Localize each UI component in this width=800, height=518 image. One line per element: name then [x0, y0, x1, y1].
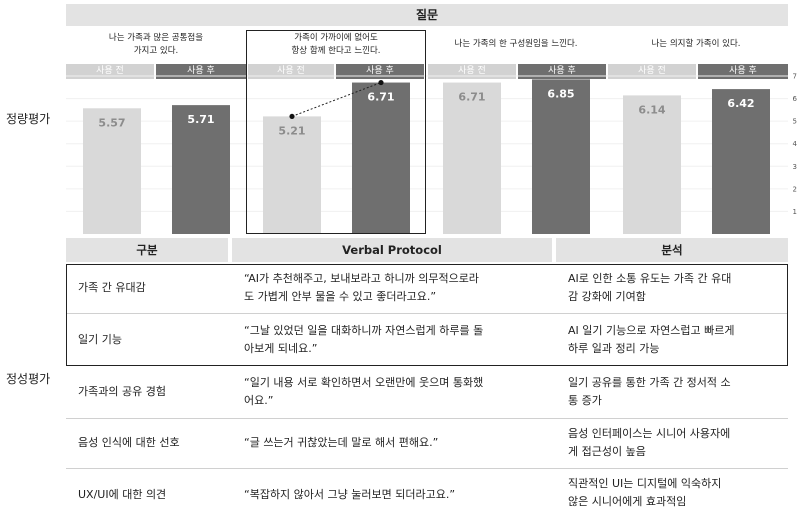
bar-after-1: [172, 105, 230, 234]
table-row-2-quote-line2: 아보게 되네요.”: [244, 342, 318, 355]
row-divider-4: [66, 468, 788, 469]
table-row-2-quote-line1: “그날 있었던 일을 대화하니까 자연스럽게 하루를 돌: [244, 324, 484, 337]
table-row-5-analysis-line2: 않은 시니어에게 효과적임: [568, 495, 687, 508]
chart-bars: [83, 79, 770, 234]
table-header-verbal-protocol: Verbal Protocol: [232, 238, 552, 262]
question-header: 질문: [66, 4, 788, 26]
phase-label-after-2: 사용 후: [336, 64, 424, 79]
table-row-5-category: UX/UI에 대한 의견: [78, 488, 167, 501]
table-row-5-analysis: 직관적인 UI는 디지털에 익숙하지 않은 시니어에게 효과적임: [568, 475, 788, 511]
phase-label-before-1: 사용 전: [66, 64, 154, 79]
question-text-2-line2: 항상 함께 한다고 느낀다.: [291, 46, 381, 56]
y-tick-label-4: 4: [793, 140, 798, 148]
row-divider-3: [66, 418, 788, 419]
table-row-1-category: 가족 간 유대감: [78, 281, 146, 294]
question-text-4-line1: 나는 의지할 가족이 있다.: [651, 39, 741, 49]
phase-label-after-4: 사용 후: [698, 64, 788, 79]
table-row-1-quote-line2: 도 가볍게 안부 물을 수 있고 좋더라고요.”: [244, 290, 437, 303]
y-tick-label-1: 1: [793, 208, 797, 216]
question-text-2: 가족이 가까이에 없어도 항상 함께 한다고 느낀다.: [246, 32, 426, 58]
question-text-3-line1: 나는 가족의 한 구성원임을 느낀다.: [454, 39, 578, 49]
chart-y-ticks: 1 2 3 4 5 6 7: [793, 73, 798, 216]
bar-chart: 5.57 5.71 5.21 6.71 6.71 6.85 6.14 6.42 1 2 3 4 5 6 7: [66, 73, 798, 234]
table-row-1-analysis: AI로 인한 소통 유도는 가족 간 유대 감 강화에 기여함: [568, 270, 788, 306]
y-tick-label-3: 3: [793, 163, 797, 171]
table-row-2-quote: “그날 있었던 일을 대화하니까 자연스럽게 하루를 돌 아보게 되네요.”: [244, 322, 554, 358]
table-row-1-quote-line1: “AI가 추천해주고, 보내보라고 하니까 의무적으로라: [244, 272, 479, 285]
table-row-3-analysis: 일기 공유를 통한 가족 간 정서적 소 통 증가: [568, 374, 788, 410]
table-row-4-analysis: 음성 인터페이스는 시니어 사용자에 게 접근성이 높음: [568, 425, 788, 461]
table-row-4-analysis-line2: 게 접근성이 높음: [568, 445, 646, 458]
value-label-before-2: 5.21: [278, 124, 305, 137]
table-row-2-analysis-line2: 하루 일과 정리 가능: [568, 342, 660, 355]
phase-label-before-4: 사용 전: [608, 64, 696, 79]
y-tick-label-2: 2: [793, 185, 797, 193]
bar-before-4: [623, 95, 681, 234]
value-label-after-1: 5.71: [187, 113, 214, 126]
table-row-4-quote: “글 쓰는거 귀찮았는데 말로 해서 편해요.”: [244, 436, 439, 449]
section-label-qualitative: 정성평가: [6, 372, 51, 386]
table-row-1-analysis-line1: AI로 인한 소통 유도는 가족 간 유대: [568, 272, 732, 285]
row-divider-1: [66, 313, 788, 314]
chart-trend-line: [289, 79, 384, 120]
section-label-quantitative: 정량평가: [6, 112, 51, 126]
bar-after-2: [352, 82, 410, 234]
table-row-3-analysis-line2: 통 증가: [568, 394, 602, 407]
trend-point-before: [289, 113, 295, 120]
question-text-3: 나는 가족의 한 구성원임을 느낀다.: [426, 38, 606, 51]
value-label-after-2: 6.71: [367, 91, 394, 104]
table-header-category: 구분: [66, 238, 228, 262]
chart-value-labels: 5.57 5.71 5.21 6.71 6.71 6.85 6.14 6.42: [98, 87, 754, 137]
y-tick-label-7: 7: [793, 73, 797, 81]
table-row-2-analysis: AI 일기 기능으로 자연스럽고 빠르게 하루 일과 정리 가능: [568, 322, 788, 358]
table-row-2-analysis-line1: AI 일기 기능으로 자연스럽고 빠르게: [568, 324, 735, 337]
question-text-4: 나는 의지할 가족이 있다.: [606, 38, 786, 51]
bar-after-3: [532, 79, 590, 234]
bar-before-3: [443, 82, 501, 234]
highlight-box-question-2: [246, 30, 426, 234]
table-row-3-quote-line2: 어요.”: [244, 394, 274, 407]
value-label-before-1: 5.57: [98, 116, 125, 129]
table-row-3-analysis-line1: 일기 공유를 통한 가족 간 정서적 소: [568, 376, 731, 389]
bar-before-2: [263, 116, 321, 234]
y-tick-label-5: 5: [793, 118, 797, 126]
table-row-1-analysis-line2: 감 강화에 기여함: [568, 290, 646, 303]
value-label-before-3: 6.71: [458, 91, 485, 104]
phase-label-before-3: 사용 전: [428, 64, 516, 79]
table-row-3-category: 가족과의 공유 경험: [78, 385, 166, 398]
table-row-5-analysis-line1: 직관적인 UI는 디지털에 익숙하지: [568, 477, 722, 490]
question-text-1: 나는 가족과 많은 공통점을 가지고 있다.: [66, 32, 246, 58]
value-label-before-4: 6.14: [638, 103, 665, 116]
table-row-2-category: 일기 기능: [78, 333, 122, 346]
phase-label-before-2: 사용 전: [248, 64, 334, 79]
trend-point-after: [378, 79, 384, 86]
table-row-4-analysis-line1: 음성 인터페이스는 시니어 사용자에: [568, 427, 731, 440]
phase-label-after-1: 사용 후: [156, 64, 246, 79]
table-row-4-category: 음성 인식에 대한 선호: [78, 436, 180, 449]
table-row-1-quote: “AI가 추천해주고, 보내보라고 하니까 의무적으로라 도 가볍게 안부 물을…: [244, 270, 554, 306]
bar-after-4: [712, 89, 770, 234]
table-header-analysis: 분석: [556, 238, 788, 262]
table-row-5-quote: “복잡하지 않아서 그냥 눌러보면 되더라고요.”: [244, 488, 456, 501]
bar-before-1: [83, 108, 141, 234]
table-row-3-quote: “일기 내용 서로 확인하면서 오랜만에 웃으며 통화했 어요.”: [244, 374, 554, 410]
question-text-1-line1: 나는 가족과 많은 공통점을: [108, 33, 204, 43]
question-text-2-line1: 가족이 가까이에 없어도: [294, 33, 378, 43]
table-row-3-quote-line1: “일기 내용 서로 확인하면서 오랜만에 웃으며 통화했: [244, 376, 484, 389]
phase-label-after-3: 사용 후: [518, 64, 606, 79]
value-label-after-3: 6.85: [547, 87, 574, 100]
value-label-after-4: 6.42: [727, 97, 754, 110]
y-tick-label-6: 6: [793, 95, 798, 103]
question-text-1-line2: 가지고 있다.: [133, 46, 179, 56]
highlight-box-rows: [66, 264, 788, 366]
